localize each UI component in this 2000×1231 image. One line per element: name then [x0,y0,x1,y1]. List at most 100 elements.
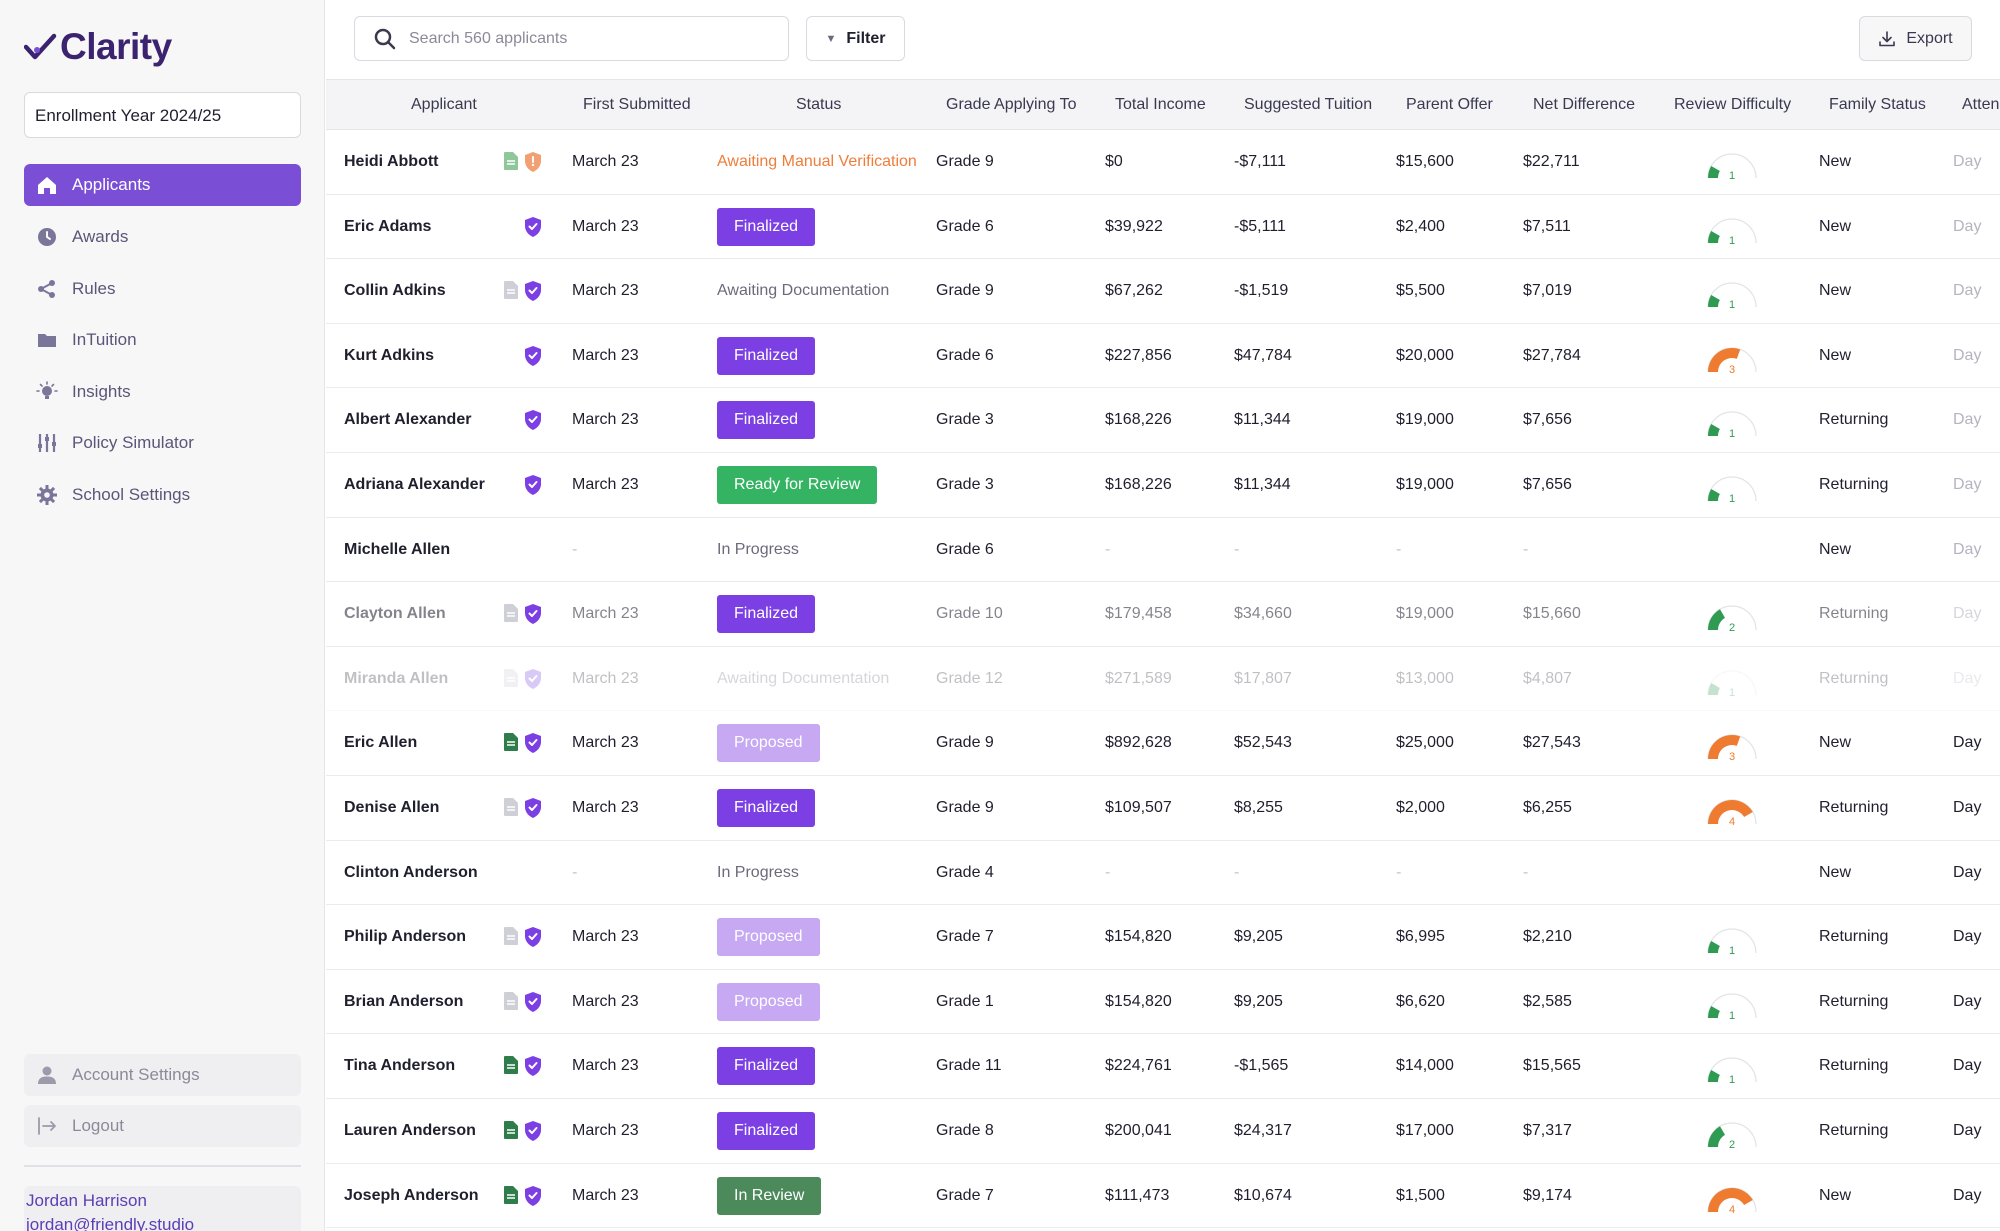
net-difference: $6,255 [1523,799,1572,816]
column-header[interactable]: Suggested Tuition [1244,96,1373,113]
sidebar-item-applicants[interactable]: Applicants [24,164,301,206]
table-row[interactable]: Tina Anderson March 23 Finalized Grade 11 $2… [326,1034,2000,1099]
attendance: Day [1953,992,1982,1010]
status-text: In Progress [717,863,799,881]
svg-text:1: 1 [1729,493,1735,505]
column-header[interactable]: Family Status [1829,96,1926,113]
logout-button[interactable]: Logout [24,1105,301,1147]
column-header[interactable]: Parent Offer [1406,96,1493,113]
table-row[interactable]: Brian Anderson March 23 Proposed Grade 1 $15… [326,970,2000,1035]
applicant-name[interactable]: Michelle Allen [344,540,451,558]
status-badge[interactable]: Proposed [717,724,820,763]
column-header[interactable]: Atten [1962,96,2000,113]
sidebar-item-intuition[interactable]: InTuition [24,319,301,361]
applicant-name[interactable]: Philip Anderson [344,928,467,946]
status-badge[interactable]: Finalized [717,401,816,440]
applicant-name[interactable]: Adriana Alexander [344,476,485,493]
applicant-name[interactable]: Denise Allen [344,799,440,816]
applicant-name[interactable]: Kurt Adkins [344,346,435,364]
table-row[interactable]: Philip Anderson March 23 Proposed Grade 7 $1… [326,905,2000,970]
sidebar-item-awards[interactable]: Awards [24,216,301,258]
shield-icon [524,991,542,1012]
attendance: Day [1953,799,1982,816]
column-header[interactable]: Total Income [1115,96,1206,113]
attendance: Day [1953,217,1982,235]
logo[interactable]: Clarity [24,26,172,68]
family-status: New [1819,153,1852,170]
status-badge[interactable]: Proposed [717,918,820,957]
review-difficulty-gauge: 1 [1704,919,1760,957]
table-row[interactable]: Heidi Abbott March 23 Awaiting Manual Veri… [326,130,2000,195]
document-icon [504,991,518,1010]
enrollment-year-select[interactable]: Enrollment Year 2024/25 [24,92,301,138]
first-submitted: March 23 [572,282,639,300]
suggested-tuition: $10,674 [1234,1186,1292,1204]
table-row[interactable]: Kurt Adkins March 23 Finalized Grade 6 $227,… [326,324,2000,389]
grade: Grade 7 [936,1186,994,1204]
table-row[interactable]: Joseph Anderson March 23 In Review Grade 7 $… [326,1164,2000,1229]
column-header[interactable]: First Submitted [583,96,691,113]
column-header[interactable]: Status [796,96,842,113]
suggested-tuition: $11,344 [1234,411,1291,429]
document-icon [504,1185,518,1204]
sidebar-item-insights[interactable]: Insights [24,371,301,413]
applicant-name[interactable]: Albert Alexander [344,411,472,429]
account-settings-button[interactable]: Account Settings [24,1054,301,1096]
table-row[interactable]: Collin Adkins March 23 Awaiting Documentat… [326,259,2000,324]
sidebar-item-rules[interactable]: Rules [24,268,301,310]
applicant-name[interactable]: Collin Adkins [344,282,446,300]
table-row[interactable]: Lauren Anderson March 23 Finalized Grade 8 $… [326,1099,2000,1164]
first-submitted: March 23 [572,669,639,687]
applicant-name[interactable]: Brian Anderson [344,992,464,1010]
column-header[interactable]: Applicant [411,96,477,113]
status-badge[interactable]: Finalized [717,336,816,375]
status-badge[interactable]: Finalized [717,595,816,634]
column-header[interactable]: Net Difference [1533,96,1635,113]
svg-text:1: 1 [1729,687,1735,699]
sidebar-item-policy-simulator[interactable]: Policy Simulator [24,422,301,464]
table-row[interactable]: Eric Allen March 23 Proposed Grade 9 $892,62… [326,711,2000,776]
status-badge[interactable]: Finalized [717,789,816,827]
parent-offer: $15,600 [1396,153,1454,170]
status-badge[interactable]: Finalized [717,1112,816,1150]
net-difference: $9,174 [1523,1186,1572,1204]
status-badge[interactable]: Ready for Review [717,466,878,504]
table-row[interactable]: Clayton Allen March 23 Finalized Grade 10 $1… [326,582,2000,647]
suggested-tuition: -$1,519 [1234,282,1289,300]
total-income: $200,041 [1105,1122,1172,1139]
export-button[interactable]: Export [1859,16,1972,61]
applicant-name[interactable]: Joseph Anderson [344,1186,479,1204]
table-row[interactable]: Clinton Anderson - In Progress Grade 4 - - - - N… [326,841,2000,906]
applicant-name[interactable]: Eric Allen [344,734,418,752]
table-row[interactable]: Denise Allen March 23 Finalized Grade 9 $109… [326,776,2000,841]
svg-text:1: 1 [1729,235,1735,247]
applicant-name[interactable]: Lauren Anderson [344,1122,476,1139]
table-row[interactable]: Albert Alexander March 23 Finalized Grade 3… [326,388,2000,453]
shield-icon [524,927,542,948]
sidebar-item-school-settings[interactable]: School Settings [24,474,301,516]
status-badge[interactable]: Proposed [717,982,820,1021]
table-row[interactable]: Adriana Alexander March 23 Ready for Revie… [326,453,2000,518]
status-badge[interactable]: In Review [717,1176,822,1215]
column-header[interactable]: Grade Applying To [946,96,1077,113]
applicant-name[interactable]: Miranda Allen [344,669,449,687]
svg-text:4: 4 [1729,1204,1735,1216]
column-header[interactable]: Review Difficulty [1674,96,1792,113]
status-badge[interactable]: Finalized [717,1047,816,1086]
total-income: $111,473 [1105,1186,1170,1204]
user-profile[interactable]: Jordan Harrison jordan@friendly.studio [24,1186,301,1231]
table-row[interactable]: Michelle Allen - In Progress Grade 6 - - - - New… [326,518,2000,583]
table-row[interactable]: Eric Adams March 23 Finalized Grade 6 $39,92… [326,195,2000,260]
family-status: New [1819,540,1852,558]
applicant-name[interactable]: Eric Adams [344,217,432,235]
table-row[interactable]: Miranda Allen March 23 Awaiting Documentat… [326,647,2000,712]
status-badge[interactable]: Finalized [717,207,816,246]
applicant-name[interactable]: Clinton Anderson [344,863,478,881]
shield-icon [524,1121,542,1141]
applicant-name[interactable]: Heidi Abbott [344,153,439,170]
filter-button[interactable]: ▼ Filter [806,16,905,61]
search-input[interactable]: Search 560 applicants [354,16,789,61]
applicant-name[interactable]: Clayton Allen [344,605,446,623]
first-submitted: March 23 [572,411,639,429]
applicant-name[interactable]: Tina Anderson [344,1057,456,1075]
